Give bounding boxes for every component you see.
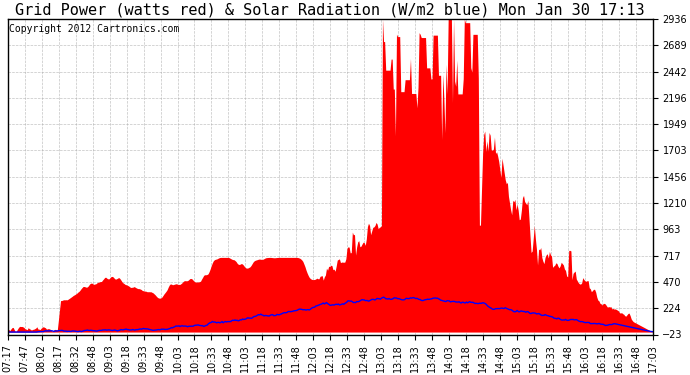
Title: Grid Power (watts red) & Solar Radiation (W/m2 blue) Mon Jan 30 17:13: Grid Power (watts red) & Solar Radiation… bbox=[15, 3, 645, 18]
Text: Copyright 2012 Cartronics.com: Copyright 2012 Cartronics.com bbox=[9, 24, 179, 34]
